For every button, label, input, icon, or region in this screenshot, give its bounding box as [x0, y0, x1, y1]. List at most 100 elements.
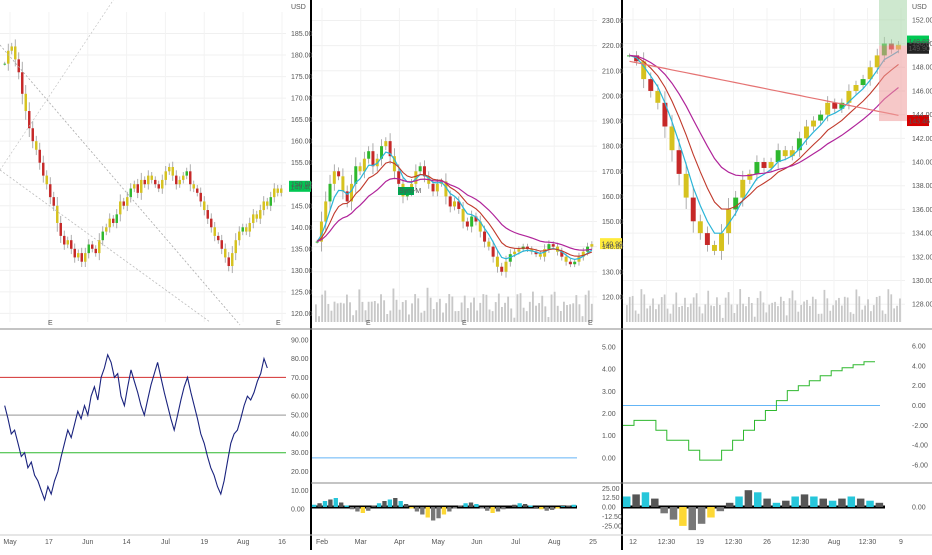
- p3-ema-fast-line: [629, 50, 899, 234]
- p3-volume-bar: [649, 305, 651, 322]
- p1-osc-tick-label: 20.00: [291, 469, 309, 476]
- p2-price-tick-label: 170.00: [602, 169, 624, 176]
- p2-hist-bar: [403, 504, 409, 507]
- p3-hist-bar: [838, 498, 846, 507]
- p2-volume-bar: [476, 310, 479, 322]
- p3-volume-bar: [765, 312, 768, 322]
- p3-volume-bar: [771, 302, 774, 322]
- p1-candle: [10, 46, 13, 51]
- p2-volume-bar: [370, 301, 373, 322]
- p3-hist-bar: [735, 496, 743, 507]
- p3-hist-bar: [782, 500, 790, 507]
- p1-candle: [136, 184, 139, 193]
- p2-volume-bar: [395, 299, 398, 322]
- p1-time-tick-label: Aug: [237, 539, 250, 546]
- p2-volume-bar: [501, 306, 503, 322]
- p1-osc-tick-label: 70.00: [291, 375, 309, 382]
- p3-volume-bar: [698, 306, 701, 322]
- p3-volume-bar: [762, 302, 765, 322]
- p1-candle: [266, 201, 269, 206]
- p3-volume-bar: [881, 310, 884, 322]
- p2-price-tick-label: 190.00: [602, 119, 624, 126]
- p3-volume-bar: [631, 295, 634, 322]
- p1-price-tick-label: 145.00: [291, 203, 313, 210]
- p3-volume-bar: [809, 305, 811, 322]
- p1-osc-tick-label: 40.00: [291, 431, 309, 438]
- p2-hist-bar: [382, 501, 387, 507]
- p1-price-tick-label: 120.00: [291, 311, 313, 318]
- p2-candle: [337, 171, 341, 177]
- marks-layer: [0, 0, 929, 531]
- p3-volume-bar: [736, 304, 739, 322]
- p2-hist-bar: [328, 499, 333, 507]
- p1-candle: [59, 222, 62, 236]
- p3-volume-bar: [657, 304, 660, 322]
- p1-candle: [98, 240, 101, 254]
- p1-candle: [35, 141, 38, 150]
- p2-signal-tag-bg: [398, 187, 414, 195]
- p3-price-tick-label: 142.00: [912, 136, 932, 143]
- p2-volume-bar: [563, 301, 565, 322]
- p3-volume-bar: [864, 305, 866, 322]
- p3-hist-bar: [688, 507, 696, 531]
- p1-candle: [91, 244, 94, 249]
- p3-volume-bar: [794, 300, 797, 322]
- p1-candle: [224, 248, 227, 258]
- p2-price-tick-label: 230.00: [602, 18, 624, 25]
- p3-hist-bar: [819, 498, 827, 507]
- p2-hist-bar: [501, 507, 506, 510]
- p3-volume-bar: [655, 309, 657, 322]
- p1-candle: [248, 222, 251, 232]
- p3-time-tick-label: 9: [899, 539, 903, 546]
- p1-candle: [70, 240, 73, 249]
- p3-osc-tick-label: -2.00: [912, 423, 928, 430]
- p3-hist-bar: [875, 502, 884, 507]
- p2-candle: [465, 221, 469, 227]
- p1-candle: [52, 197, 55, 206]
- p1-candle: [203, 201, 206, 211]
- p3-time-tick-label: Aug: [828, 539, 841, 546]
- p2-volume-bar: [460, 302, 463, 322]
- p2-volume-bar: [556, 305, 559, 322]
- p2-hist-bar: [312, 504, 317, 507]
- p2-hist-bar: [463, 503, 468, 507]
- p3-volume-bar: [669, 313, 672, 322]
- p3-volume-bar: [707, 290, 710, 322]
- p2-candle: [461, 208, 465, 222]
- p2-time-tick-label: Jul: [511, 539, 520, 546]
- p3-volume-bar: [840, 305, 843, 322]
- p1-time-tick-label: Jun: [82, 539, 93, 546]
- p2-bottom-tick-label: -25.00: [602, 523, 622, 530]
- p2-hist-bar: [517, 503, 522, 507]
- p2-candle: [332, 171, 336, 184]
- p2-volume-bar: [519, 293, 522, 322]
- p2-hist-bar: [393, 498, 398, 507]
- p2-candle: [328, 183, 332, 202]
- p3-price-tick-label: 140.00: [912, 160, 932, 167]
- p1-trend-line-upper: [0, 0, 114, 171]
- p2-candle: [319, 221, 323, 242]
- p2-volume-bar: [544, 306, 547, 322]
- p2-volume-bar: [581, 316, 584, 322]
- p3-volume-bar: [899, 298, 901, 322]
- p3-candle: [832, 102, 838, 109]
- p2-candle: [384, 141, 388, 147]
- p3-volume-bar: [870, 311, 872, 322]
- p3-hist-bar: [847, 496, 856, 507]
- p2-volume-bar: [569, 304, 572, 322]
- p1-candle: [112, 218, 115, 223]
- p3-volume-bar: [689, 303, 692, 322]
- p3-price-tick-label: 128.00: [912, 302, 932, 309]
- p1-candle: [252, 214, 255, 223]
- p3-volume-bar: [814, 299, 817, 322]
- p3-candle: [853, 85, 859, 91]
- p3-volume-bar: [878, 295, 881, 322]
- p3-volume-bar: [806, 299, 808, 322]
- p1-candle: [7, 50, 10, 64]
- p3-price-tick-label: 148.00: [912, 65, 932, 72]
- p1-candle: [24, 93, 27, 112]
- p2-volume-bar: [318, 316, 320, 322]
- p3-volume-bar: [721, 317, 724, 322]
- p3-candle: [803, 126, 809, 139]
